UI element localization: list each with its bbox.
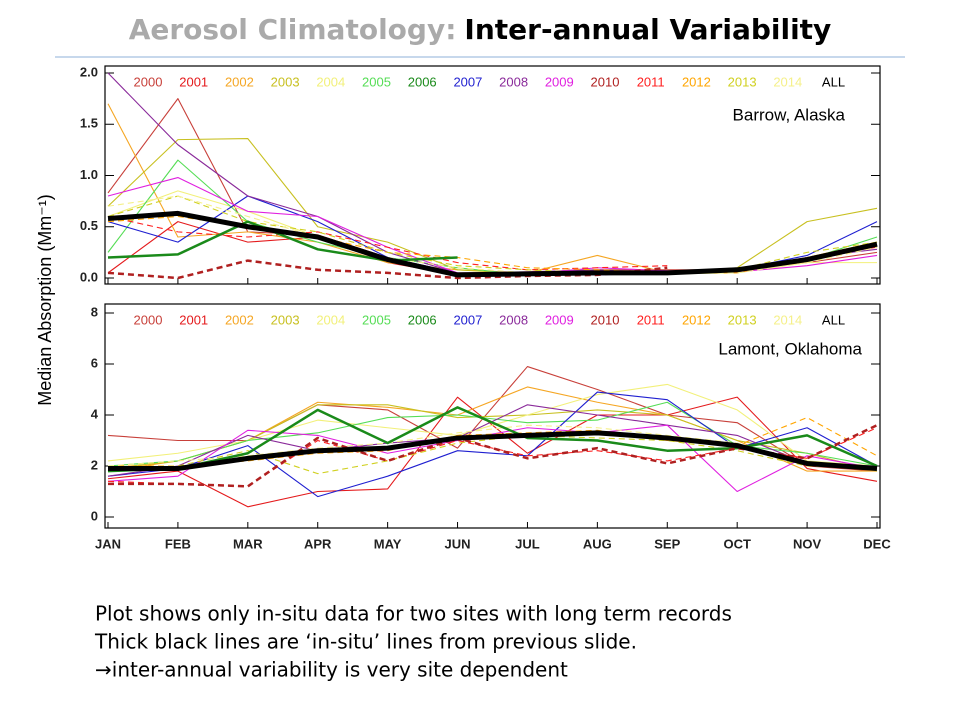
series-line [107,424,878,493]
y-tick-label: 0.5 [80,218,98,233]
series-line [107,391,878,498]
series-line [107,159,878,276]
site-annotation: Lamont, Oklahoma [718,339,862,358]
series-line [107,215,668,271]
legend-entry: 2006 [408,74,437,89]
x-tick-label: DEC [863,536,891,551]
note: →inter-annual variability is very site d… [95,658,568,682]
x-tick-label: AUG [583,536,612,551]
legend-entry: 2003 [271,74,300,89]
legend-entry: 2002 [225,312,254,327]
legend-entry: ALL [822,312,845,327]
series-line [107,103,878,274]
legend-entry: 2011 [637,74,665,89]
legend-entry: ALL [822,74,845,89]
x-tick-label: OCT [723,536,751,551]
series-line [107,383,878,467]
legend-entry: 2005 [362,312,391,327]
x-tick-label: FEB [165,536,191,551]
legend-entry: 2008 [499,74,528,89]
x-tick-label: JUN [445,536,471,551]
legend-entry: 2013 [728,74,757,89]
legend-entry: 2014 [773,74,802,89]
x-tick-label: NOV [793,536,822,551]
legend-entry: 2007 [453,74,482,89]
legend-entry: 2010 [591,74,620,89]
x-tick-label: MAY [374,536,402,551]
x-tick-label: JAN [95,536,121,551]
slide-title: Aerosol Climatology: Inter-annual Variabi… [129,13,832,46]
y-tick-label: 4 [91,406,99,421]
series-line [107,98,878,274]
legend-entry: 2005 [362,74,391,89]
legend-entry: 2000 [134,74,163,89]
legend-entry: 2006 [408,312,437,327]
x-tick-label: JUL [515,536,540,551]
y-tick-label: 0.0 [80,269,98,284]
legend-entry: 2007 [453,312,482,327]
legend-entry: 2004 [316,74,345,89]
y-tick-label: 6 [91,355,98,370]
legend-entry: 2004 [316,312,345,327]
legend-entry: 2009 [545,312,574,327]
y-tick-label: 1.5 [80,116,98,131]
y-axis-label: Median Absorption (Mm⁻¹) [35,194,55,406]
series-line [108,417,878,467]
series-line [107,195,878,274]
y-tick-label: 2.0 [80,64,98,79]
plot-frame [104,65,881,285]
y-tick-label: 1.0 [80,167,98,182]
y-tick-label: 0 [91,508,98,523]
plot-frame [104,303,881,529]
legend-entry: 2001 [179,312,208,327]
legend-entry: 2012 [682,74,711,89]
series-line [107,138,878,275]
title-main: Inter-annual Variability [464,13,831,46]
legend-entry: 2001 [179,74,208,89]
x-tick-label: SEP [654,536,680,551]
legend-entry: 2013 [728,312,757,327]
legend-entry: 2002 [225,74,254,89]
legend-entry: 2012 [682,312,711,327]
series-line [107,210,878,278]
note: Plot shows only in-situ data for two sit… [95,602,732,626]
legend-entry: 2014 [773,312,802,327]
site-annotation: Barrow, Alaska [733,105,846,124]
x-tick-label: APR [304,536,332,551]
y-tick-label: 8 [91,304,98,319]
series-line [107,177,878,275]
series-line [107,220,458,262]
legend-entry: 2010 [591,312,620,327]
series-line [107,72,878,274]
series-line [107,259,668,280]
x-tick-label: MAR [233,536,263,551]
legend-entry: 2009 [545,74,574,89]
note: Thick black lines are ‘in-situ’ lines fr… [94,630,637,654]
legend-entry: 2000 [134,312,163,327]
y-tick-label: 2 [91,457,98,472]
title-prefix: Aerosol Climatology: [129,13,457,46]
series-line [107,434,878,475]
legend-entry: 2011 [637,312,665,327]
legend-entry: 2008 [499,312,528,327]
legend-entry: 2003 [271,312,300,327]
series-line [108,430,878,472]
